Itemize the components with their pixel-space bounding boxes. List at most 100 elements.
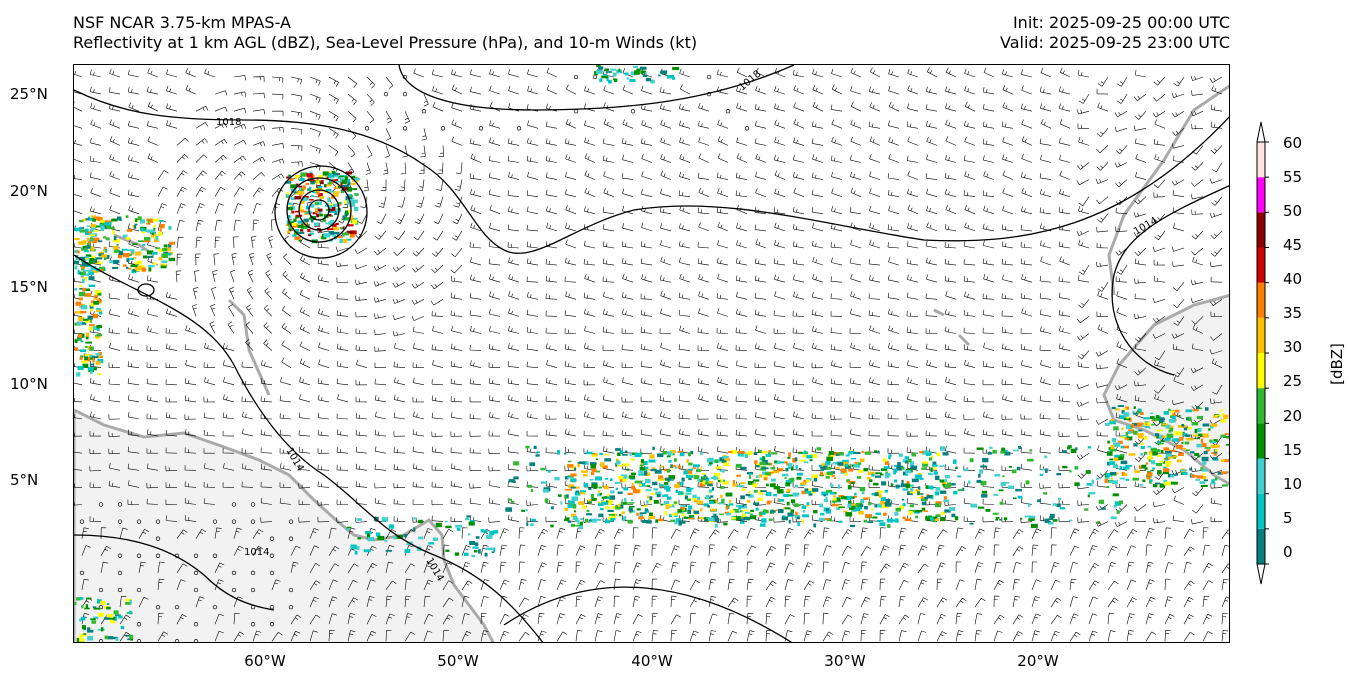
reflectivity-cell <box>722 460 727 463</box>
reflectivity-cell <box>644 509 649 513</box>
reflectivity-cell <box>333 193 339 197</box>
reflectivity-cell <box>1228 451 1229 456</box>
reflectivity-cell <box>1140 452 1143 456</box>
reflectivity-cell <box>97 358 104 364</box>
reflectivity-cell <box>159 224 165 229</box>
reflectivity-cell <box>466 515 470 518</box>
reflectivity-cell <box>638 516 644 520</box>
reflectivity-cell <box>871 508 874 511</box>
reflectivity-cell <box>1170 410 1175 413</box>
reflectivity-cell <box>610 68 617 71</box>
reflectivity-cell <box>85 335 89 340</box>
reflectivity-cell <box>74 238 80 241</box>
reflectivity-cell <box>752 485 757 488</box>
reflectivity-cell <box>692 509 695 512</box>
reflectivity-cell <box>290 197 295 200</box>
reflectivity-cell <box>1134 470 1140 473</box>
colorbar-segment <box>1257 317 1265 353</box>
reflectivity-cell <box>381 517 389 522</box>
reflectivity-cell <box>95 353 101 356</box>
reflectivity-cell <box>1112 464 1118 468</box>
map-canvas[interactable]: 1018 1018 1014 1014 1014 1014 <box>74 65 1230 643</box>
colorbar-unit: [dBZ] <box>1327 343 1346 385</box>
reflectivity-cell <box>128 267 132 270</box>
reflectivity-cell <box>668 514 672 518</box>
land-layer <box>74 84 1229 642</box>
reflectivity-cell <box>570 486 577 489</box>
reflectivity-cell <box>334 180 342 183</box>
reflectivity-cell <box>880 473 884 476</box>
reflectivity-cell <box>93 237 100 242</box>
reflectivity-cell <box>530 523 534 526</box>
reflectivity-cell <box>1226 437 1229 439</box>
reflectivity-cell <box>790 499 796 504</box>
reflectivity-cell <box>591 497 597 501</box>
reflectivity-cell <box>310 194 315 198</box>
reflectivity-cell <box>1202 423 1210 427</box>
reflectivity-cell <box>842 459 849 464</box>
reflectivity-cell <box>1150 448 1157 452</box>
reflectivity-cell <box>910 488 914 491</box>
calm-wind-circle <box>98 604 104 610</box>
reflectivity-cell <box>677 465 681 469</box>
reflectivity-cell <box>92 358 95 363</box>
map-panel[interactable]: 1018 1018 1014 1014 1014 1014 <box>73 64 1230 643</box>
reflectivity-cell <box>383 539 388 542</box>
reflectivity-cell <box>701 517 704 520</box>
reflectivity-cell <box>89 237 94 239</box>
reflectivity-cell <box>768 452 771 454</box>
reflectivity-cell <box>615 448 621 451</box>
reflectivity-cell <box>159 228 162 232</box>
reflectivity-cell <box>597 490 601 493</box>
reflectivity-cell <box>1119 500 1123 505</box>
reflectivity-cell <box>725 506 728 510</box>
reflectivity-cell <box>116 244 119 247</box>
reflectivity-cell <box>290 184 297 189</box>
reflectivity-cell <box>95 307 102 310</box>
reflectivity-cell <box>328 206 336 211</box>
reflectivity-cell <box>300 226 308 229</box>
reflectivity-cell <box>334 175 339 177</box>
lon-tick-label: 20°W <box>1017 652 1059 670</box>
reflectivity-cell <box>1098 499 1105 504</box>
reflectivity-cell <box>87 629 94 633</box>
reflectivity-cell <box>969 522 974 525</box>
reflectivity-cell <box>861 491 865 495</box>
reflectivity-cell <box>624 450 628 453</box>
reflectivity-cell <box>711 487 715 491</box>
reflectivity-cell <box>944 475 950 479</box>
reflectivity-cell <box>663 501 670 505</box>
cyclone-isobar-2 <box>298 189 340 231</box>
reflectivity-cell <box>806 479 810 482</box>
reflectivity-cell <box>859 505 862 510</box>
reflectivity-cell <box>806 503 810 507</box>
reflectivity-cell <box>158 248 165 252</box>
reflectivity-cell <box>287 202 293 205</box>
reflectivity-cell <box>667 75 675 79</box>
reflectivity-cell <box>1165 456 1168 461</box>
reflectivity-cell <box>319 195 324 199</box>
reflectivity-cell <box>1109 471 1117 475</box>
reflectivity-cell <box>636 508 641 511</box>
reflectivity-cell <box>1127 431 1132 434</box>
reflectivity-cell <box>130 638 133 641</box>
reflectivity-cell <box>629 505 635 508</box>
lon-tick-label: 30°W <box>824 652 866 670</box>
reflectivity-cell <box>286 215 291 219</box>
reflectivity-cell <box>129 610 133 615</box>
reflectivity-cell <box>994 474 1001 477</box>
reflectivity-cell <box>475 536 480 539</box>
reflectivity-cell <box>90 246 95 251</box>
reflectivity-cell <box>664 485 670 490</box>
reflectivity-cell <box>930 517 934 521</box>
reflectivity-cell <box>106 606 111 610</box>
reflectivity-cell <box>1105 473 1113 477</box>
reflectivity-cell <box>575 486 580 489</box>
reflectivity-cell <box>300 210 307 213</box>
reflectivity-cell <box>1115 472 1119 475</box>
lat-tick-label: 20°N <box>10 182 48 200</box>
reflectivity-cell <box>749 515 756 520</box>
reflectivity-cell <box>129 599 132 604</box>
reflectivity-cell <box>931 496 934 500</box>
reflectivity-cell <box>579 524 583 529</box>
